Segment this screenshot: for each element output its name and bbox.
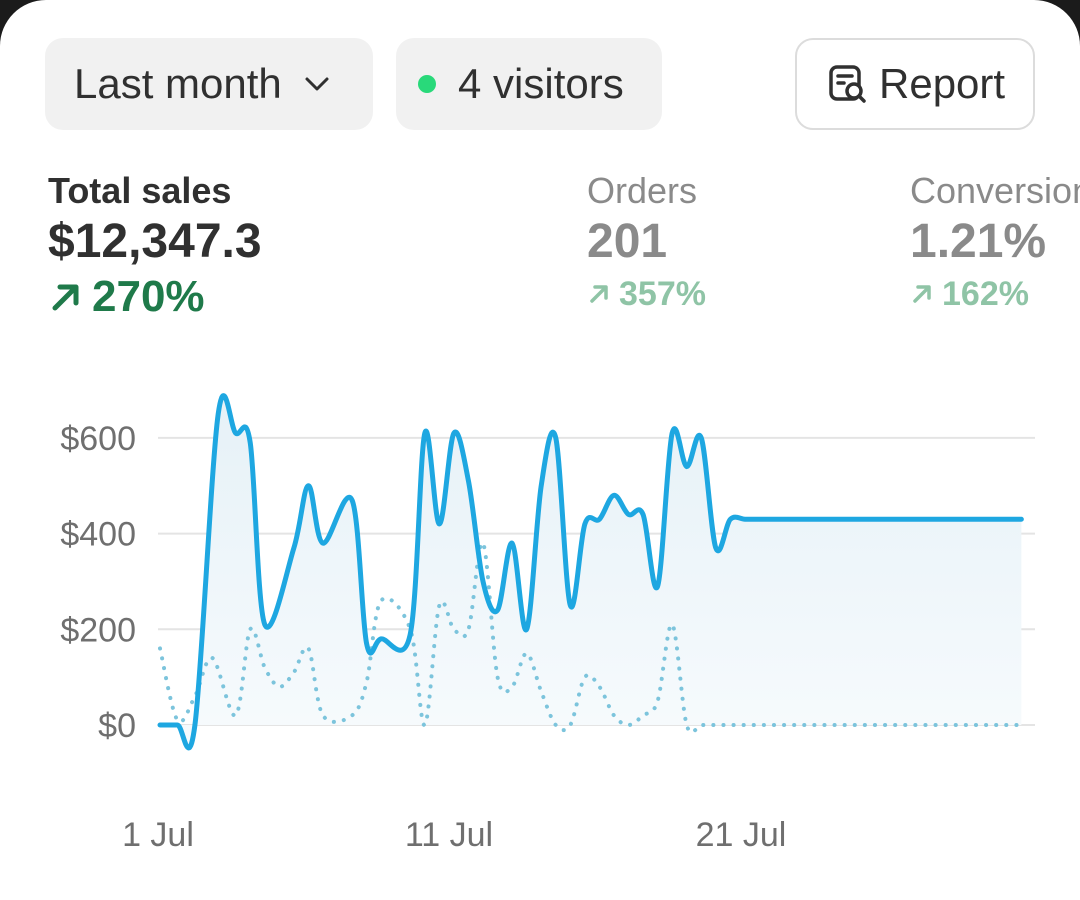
- sales-line-chart[interactable]: $0 $200 $400 $600 1 Jul 11 Jul 21 Jul: [0, 0, 1080, 869]
- y-tick-label: $600: [60, 420, 136, 458]
- x-tick-label: 1 Jul: [122, 816, 194, 854]
- live-visitors-button[interactable]: 4 visitors: [396, 38, 662, 130]
- date-range-label: Last month: [74, 60, 282, 107]
- report-button[interactable]: Report: [795, 38, 1035, 130]
- metric-value: 1.21%: [910, 215, 1047, 268]
- report-label: Report: [879, 60, 1006, 107]
- visitors-label: 4 visitors: [458, 60, 624, 107]
- arrow-up-right-icon: [910, 282, 934, 306]
- metric-change-value: 162%: [942, 275, 1029, 313]
- metric-label: Total sales: [48, 170, 232, 211]
- metric-orders[interactable]: Orders 201 357%: [587, 170, 706, 316]
- metric-conversion[interactable]: Conversion 1.21% 162%: [910, 170, 1080, 316]
- report-search-icon: [827, 63, 869, 105]
- metric-label: Orders: [587, 170, 698, 211]
- live-status-dot-icon: [418, 75, 436, 93]
- arrow-up-right-icon: [587, 282, 611, 306]
- metric-change: 357%: [587, 272, 706, 316]
- previous-period-line: [158, 541, 1024, 735]
- chevron-down-icon: [304, 76, 330, 92]
- metric-value: 201: [587, 215, 668, 268]
- arrow-up-right-icon: [48, 279, 84, 315]
- current-series-area: [160, 395, 1022, 749]
- current-period-line: [157, 393, 1024, 751]
- metric-total-sales[interactable]: Total sales $12,347.3 270%: [48, 170, 262, 322]
- date-range-dropdown[interactable]: Last month: [45, 38, 373, 130]
- y-tick-label: $400: [60, 516, 136, 554]
- x-tick-label: 21 Jul: [696, 816, 787, 854]
- y-tick-label: $200: [60, 611, 136, 649]
- metric-change: 162%: [910, 272, 1080, 316]
- x-tick-label: 11 Jul: [405, 816, 493, 854]
- metric-change-value: 270%: [92, 272, 205, 321]
- y-tick-label: $0: [98, 707, 136, 745]
- metric-change: 270%: [48, 272, 262, 322]
- metric-value: $12,347.3: [48, 215, 262, 268]
- metric-label: Conversion: [910, 170, 1080, 211]
- metric-change-value: 357%: [619, 275, 706, 313]
